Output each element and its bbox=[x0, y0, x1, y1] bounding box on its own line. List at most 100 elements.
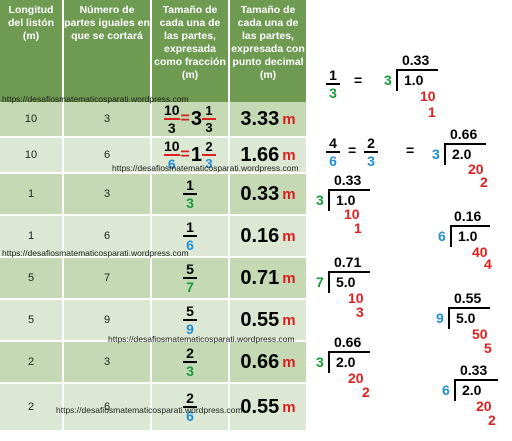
decimal-value: 1.66 bbox=[240, 143, 280, 166]
quotient: 0.33 bbox=[460, 362, 488, 378]
equals-sign: = bbox=[348, 142, 357, 158]
quotient: 0.55 bbox=[454, 290, 482, 306]
remainder: 10 bbox=[420, 88, 436, 104]
numerator: 5 bbox=[186, 261, 194, 277]
long-division: 0.55 9 5.0 50 5 bbox=[434, 290, 498, 356]
dividend: 1.0 bbox=[404, 72, 424, 88]
remainder: 20 bbox=[348, 370, 364, 386]
denominator: 6 bbox=[186, 408, 194, 424]
unit: m bbox=[282, 110, 296, 128]
denominator: 3 bbox=[186, 363, 194, 379]
long-division: 0.71 7 5.0 10 3 bbox=[314, 254, 374, 320]
cell-partes: 3 bbox=[103, 188, 111, 200]
remainder: 10 bbox=[348, 290, 364, 306]
denominator: 3 bbox=[367, 153, 375, 169]
equals-sign: = bbox=[354, 72, 363, 88]
equals-sign: = bbox=[406, 142, 415, 158]
long-division: 0.16 6 1.0 40 4 bbox=[436, 208, 498, 272]
dividend: 2.0 bbox=[452, 146, 472, 162]
remainder: 1 bbox=[428, 104, 436, 120]
denominator: 6 bbox=[329, 153, 337, 169]
header-fraccion: Tamaño de cada una de las partes, expres… bbox=[152, 0, 228, 102]
unit: m bbox=[282, 227, 296, 245]
unit: m bbox=[282, 269, 296, 287]
decimal-value: 0.66 bbox=[240, 350, 280, 373]
dividend: 1.0 bbox=[458, 228, 478, 244]
decimal-value: 0.55 bbox=[240, 395, 280, 418]
numerator: 2 bbox=[186, 345, 194, 361]
numerator: 1 bbox=[329, 67, 337, 83]
cell-longitud: 2 bbox=[27, 401, 35, 413]
watermark: https://desafiosmatematicosparati.wordpr… bbox=[56, 405, 243, 415]
denominator: 6 bbox=[186, 237, 194, 253]
divisor: 3 bbox=[316, 354, 324, 370]
numerator: 10 bbox=[163, 102, 180, 118]
remainder: 2 bbox=[488, 412, 496, 428]
column-divider bbox=[62, 0, 64, 430]
remainder: 50 bbox=[472, 326, 488, 342]
watermark: https://desafiosmatematicosparati.wordpr… bbox=[112, 163, 299, 173]
numerator: 2 bbox=[205, 139, 213, 154]
unit: m bbox=[282, 311, 296, 329]
cell-decimal: 3.33 m bbox=[230, 102, 306, 136]
numerator: 1 bbox=[205, 103, 213, 118]
remainder: 5 bbox=[484, 340, 492, 356]
remainder: 4 bbox=[484, 256, 492, 272]
cell-partes: 6 bbox=[103, 149, 111, 161]
numerator: 5 bbox=[186, 303, 194, 319]
quotient: 0.66 bbox=[450, 126, 478, 142]
remainder: 10 bbox=[344, 206, 360, 222]
divisor: 9 bbox=[436, 310, 444, 326]
dividend: 5.0 bbox=[336, 274, 356, 290]
cell-partes: 9 bbox=[103, 314, 111, 326]
decimal-value: 0.71 bbox=[240, 266, 280, 289]
cell-decimal: 0.55 m bbox=[230, 384, 306, 430]
quotient: 0.33 bbox=[334, 172, 362, 188]
long-division: 0.33 3 1.0 10 1 bbox=[382, 52, 442, 122]
unit: m bbox=[282, 398, 296, 416]
cell-longitud: 10 bbox=[24, 113, 38, 125]
remainder: 3 bbox=[356, 304, 364, 320]
remainder: 2 bbox=[362, 384, 370, 400]
mixed-integer: 1 bbox=[190, 143, 203, 166]
mixed-integer: 3 bbox=[190, 107, 203, 130]
fraction: 10 6 bbox=[163, 138, 180, 172]
long-division: 0.33 6 2.0 20 2 bbox=[440, 362, 506, 438]
cell-decimal: 0.71 m bbox=[230, 258, 306, 298]
denominator: 6 bbox=[167, 156, 176, 172]
decimal-value: 0.16 bbox=[240, 224, 280, 247]
denominator: 3 bbox=[205, 156, 213, 171]
remainder: 1 bbox=[354, 220, 362, 236]
divisor: 7 bbox=[316, 274, 324, 290]
divisor: 3 bbox=[384, 72, 392, 88]
numerator: 10 bbox=[163, 138, 180, 154]
denominator: 3 bbox=[329, 85, 337, 101]
cell-decimal: 1.66 m bbox=[230, 138, 306, 172]
column-divider bbox=[150, 0, 152, 430]
remainder: 20 bbox=[476, 398, 492, 414]
denominator: 9 bbox=[186, 321, 194, 337]
decimal-value: 0.33 bbox=[240, 182, 280, 205]
cell-partes: 6 bbox=[103, 401, 111, 413]
cell-partes: 3 bbox=[103, 113, 111, 125]
equals-sign: = bbox=[180, 110, 190, 127]
cell-longitud: 5 bbox=[27, 314, 35, 326]
